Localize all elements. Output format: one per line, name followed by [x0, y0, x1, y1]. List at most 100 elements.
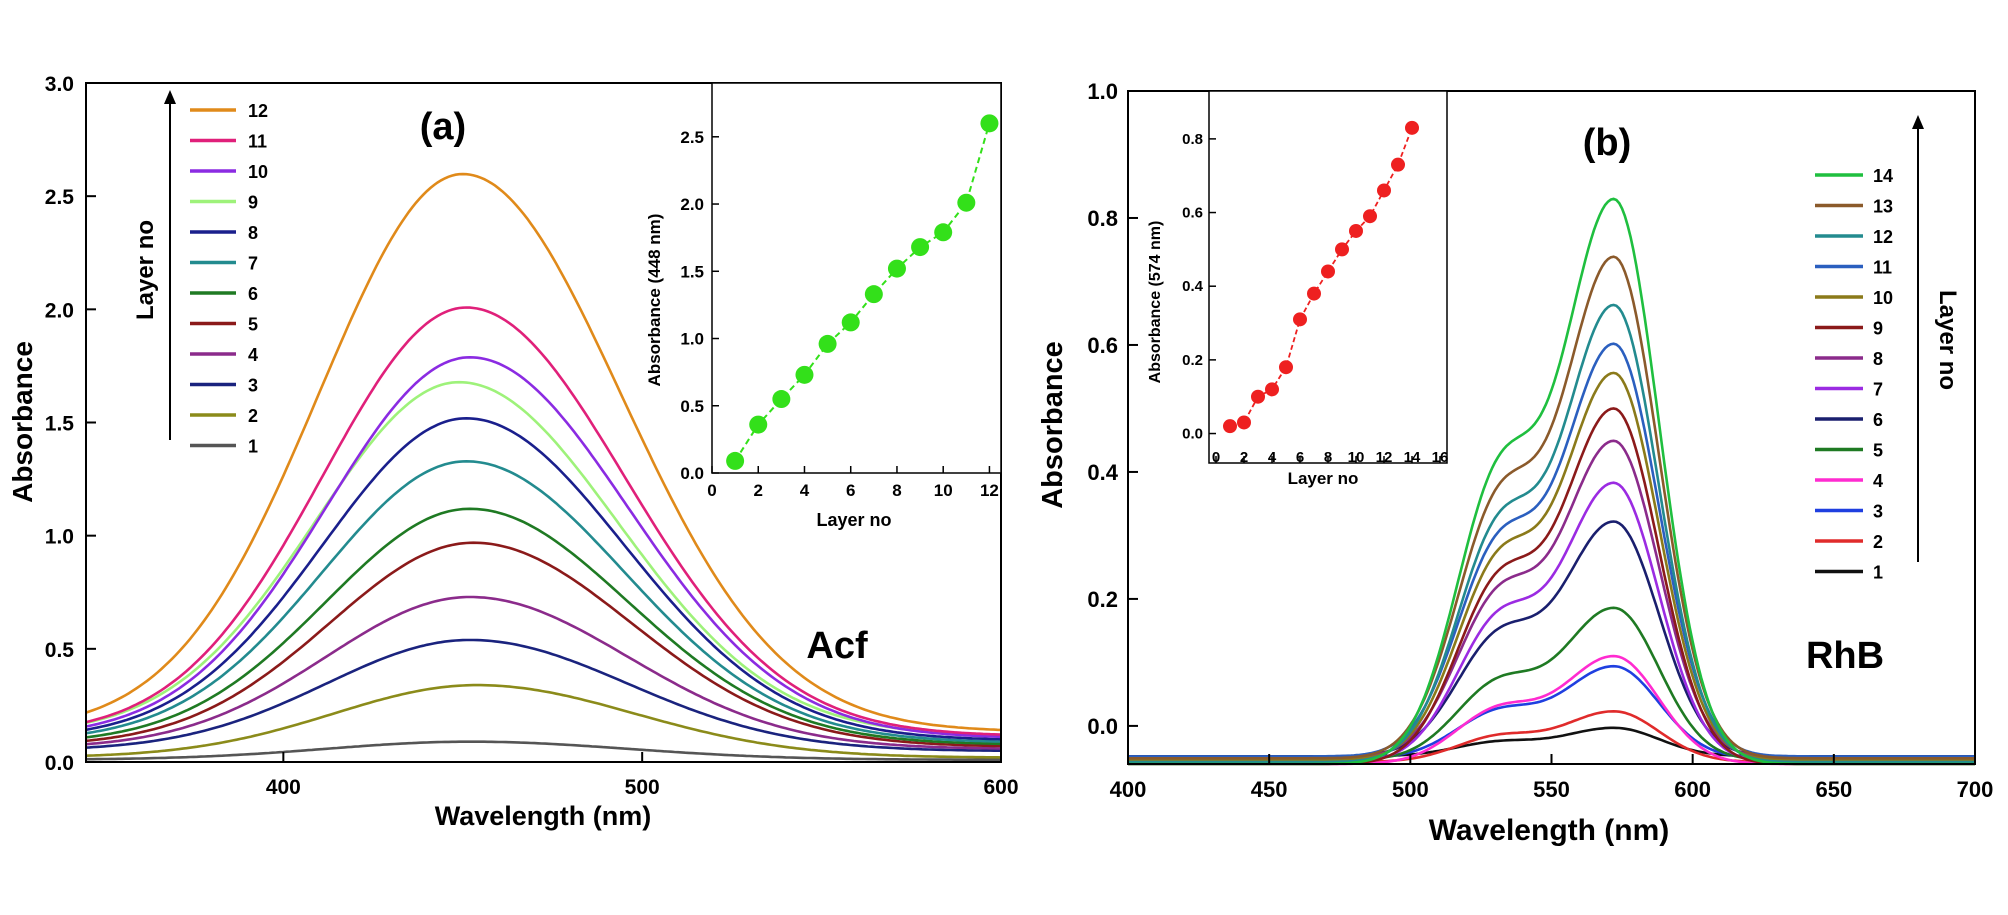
inset-y-tick-label: 0.5 [680, 397, 704, 416]
y-tick-label: 0.5 [45, 639, 75, 662]
panel-b-legend-title: Layer no [1934, 290, 1961, 390]
y-tick-label: 2.5 [45, 186, 75, 209]
legend-label-6: 6 [1873, 410, 1883, 430]
legend-label-9: 9 [248, 193, 258, 213]
inset-x-tick-label: 14 [1404, 449, 1421, 466]
inset-x-tick-label: 8 [892, 481, 901, 500]
inset-point-9 [911, 238, 930, 257]
panel-a-sample-label: Acf [806, 625, 868, 667]
inset-x-tick-label: 0 [1212, 449, 1220, 466]
series-line-2 [85, 683, 1002, 759]
x-tick-label: 400 [266, 776, 301, 799]
panel-a-inset-frame [711, 82, 1002, 474]
panel-a-inset-ylabel: Absorbance (448 nm) [645, 214, 664, 387]
x-tick-label: 500 [625, 776, 660, 799]
legend-label-8: 8 [248, 223, 258, 243]
panel-a-ticks: 400 500 600 0.0 0.5 1.0 1.5 2.0 2.5 3.0 [45, 73, 1019, 799]
inset-point-2 [1237, 415, 1251, 430]
legend-label-6: 6 [248, 284, 258, 304]
panel-a-xlabel: Wavelength (nm) [435, 801, 652, 831]
y-tick-label: 0.2 [1087, 587, 1118, 612]
inset-x-tick-label: 2 [754, 481, 763, 500]
panel-b-ylabel: Absorbance [1037, 341, 1069, 509]
series-line-5 [85, 541, 1001, 748]
inset-point-3 [1251, 389, 1265, 404]
legend-label-5: 5 [1873, 441, 1883, 461]
panel-b-inset-ylabel: Absorbance (574 nm) [1147, 221, 1164, 384]
inset-y-tick-label: 0.0 [1182, 426, 1203, 443]
inset-point-6 [1293, 312, 1307, 327]
y-tick-label: 1.0 [1087, 79, 1118, 104]
inset-y-tick-label: 1.0 [680, 330, 704, 349]
inset-point-4 [1265, 382, 1279, 397]
series-line-1 [86, 740, 1001, 762]
legend-label-1: 1 [248, 437, 258, 457]
panel-b: 400 450 500 550 600 650 7000.00.20.40.60.81.0 … [1037, 79, 1993, 847]
inset-x-tick-label: 4 [1268, 449, 1277, 466]
legend-arrow-head [1912, 115, 1924, 129]
inset-point-1 [726, 451, 745, 470]
series-line-3 [85, 638, 1001, 752]
legend-label-8: 8 [1873, 349, 1883, 369]
x-tick-label: 600 [983, 776, 1018, 799]
inset-y-tick-label: 0.6 [1182, 205, 1203, 222]
inset-point-11 [1363, 209, 1377, 224]
y-tick-label: 0.4 [1087, 460, 1118, 485]
inset-point-7 [1307, 286, 1321, 301]
x-tick-label: 650 [1815, 777, 1852, 802]
series-line-7 [85, 459, 1001, 743]
legend-label-3: 3 [248, 376, 258, 396]
inset-y-tick-label: 0.8 [1182, 131, 1203, 148]
panel-a-legend: Layer no 12 11 10 9 8 7 6 5 4 3 2 1 [132, 90, 268, 457]
inset-point-13 [1391, 157, 1405, 172]
series-line-10 [85, 355, 1002, 739]
inset-point-3 [772, 390, 791, 409]
panel-b-sample-label: RhB [1806, 635, 1884, 677]
inset-point-5 [818, 334, 837, 353]
inset-y-tick-label: 0.0 [680, 464, 704, 483]
legend-label-11: 11 [248, 132, 267, 152]
x-tick-label: 400 [1110, 777, 1147, 802]
panel-b-label: (b) [1583, 122, 1632, 164]
inset-x-tick-label: 12 [1376, 449, 1393, 466]
y-tick-label: 1.5 [45, 413, 75, 436]
inset-x-tick-label: 4 [800, 481, 810, 500]
legend-label-3: 3 [1873, 502, 1883, 522]
panel-a-inset-xlabel: Layer no [816, 510, 891, 530]
legend-label-7: 7 [1873, 380, 1883, 400]
y-tick-label: 0.6 [1087, 333, 1118, 358]
inset-y-tick-label: 1.5 [680, 262, 704, 281]
legend-label-11: 11 [1873, 258, 1892, 278]
legend-label-7: 7 [248, 254, 258, 274]
series-line-8 [85, 416, 1002, 741]
panel-a-ylabel: Absorbance [7, 341, 38, 503]
legend-label-4: 4 [248, 345, 258, 365]
series-line-6 [85, 507, 1002, 746]
inset-point-8 [887, 259, 906, 278]
series-line-12 [85, 172, 1002, 732]
panel-a-legend-title: Layer no [132, 220, 159, 320]
legend-label-12: 12 [1873, 227, 1893, 247]
x-tick-label: 450 [1251, 777, 1288, 802]
inset-x-tick-label: 16 [1432, 449, 1449, 466]
inset-point-2 [749, 415, 768, 434]
legend-label-4: 4 [1873, 471, 1883, 491]
x-tick-label: 600 [1674, 777, 1711, 802]
inset-point-1 [1223, 419, 1237, 434]
series-line-11 [85, 306, 1002, 736]
inset-point-8 [1321, 264, 1335, 279]
inset-x-tick-label: 10 [1348, 449, 1365, 466]
x-tick-label: 700 [1957, 777, 1994, 802]
panel-a-series [85, 172, 1002, 762]
inset-point-12 [980, 114, 999, 133]
inset-x-tick-label: 6 [846, 481, 855, 500]
y-tick-label: 0.8 [1087, 206, 1118, 231]
panel-b-inset-xlabel: Layer no [1288, 469, 1359, 488]
series-line-4 [85, 595, 1001, 750]
x-tick-label: 500 [1392, 777, 1429, 802]
legend-label-9: 9 [1873, 319, 1883, 339]
inset-x-tick-label: 6 [1296, 449, 1304, 466]
y-tick-label: 3.0 [45, 73, 74, 96]
